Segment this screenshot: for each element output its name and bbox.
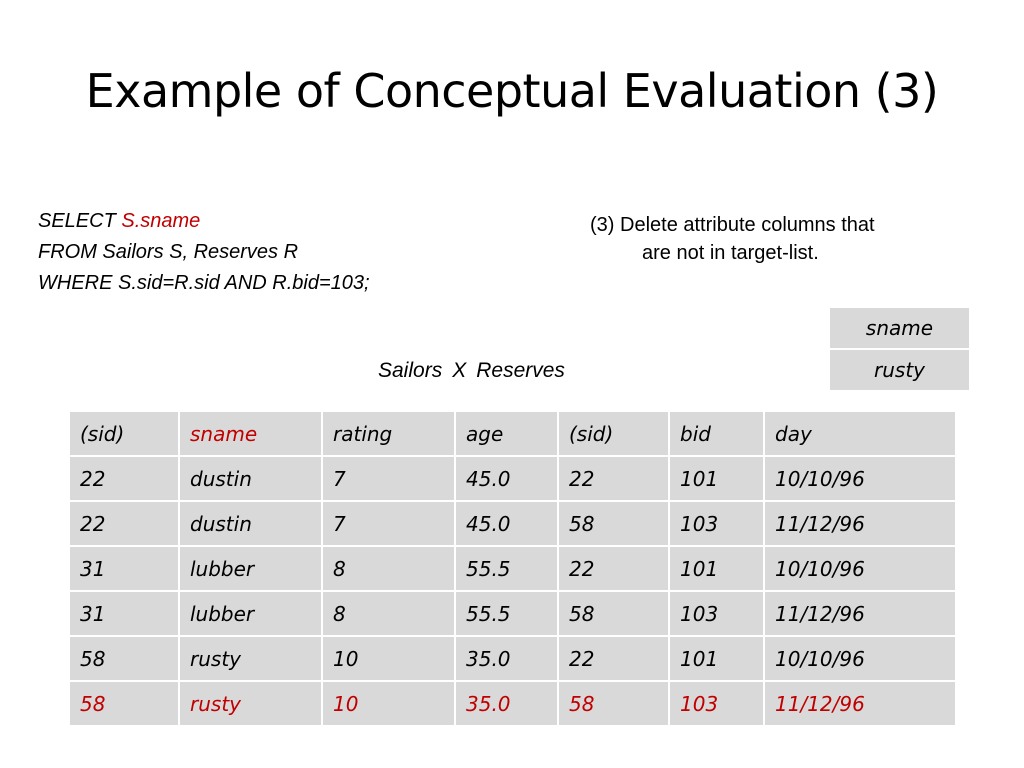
table-cell: lubber <box>178 545 323 592</box>
result-table: sname rusty <box>828 306 971 392</box>
table-cell: 11/12/96 <box>763 500 957 547</box>
sql-select-target: S.sname <box>121 210 201 232</box>
table-cell: dustin <box>178 500 323 547</box>
header-cell: (sid) <box>68 410 180 457</box>
table-cell: 22 <box>557 635 670 682</box>
header-cell: day <box>763 410 957 457</box>
header-cell: bid <box>668 410 765 457</box>
sql-from-line: FROM Sailors S, Reserves R <box>38 241 299 263</box>
table-cell: 58 <box>68 680 180 727</box>
result-value-cell: rusty <box>828 348 971 392</box>
table-cell: 22 <box>557 545 670 592</box>
table-cell: 10/10/96 <box>763 635 957 682</box>
table-cell: 45.0 <box>454 455 559 502</box>
sql-select-keyword: SELECT <box>38 210 122 232</box>
table-cell: dustin <box>178 455 323 502</box>
table-cell: 103 <box>668 680 765 727</box>
cross-product-label: Sailors X Reserves <box>378 359 575 383</box>
table-cell: 7 <box>321 500 456 547</box>
table-cell: 8 <box>321 590 456 637</box>
header-cell: rating <box>321 410 456 457</box>
table-cell: 58 <box>557 590 670 637</box>
table-cell: 58 <box>557 500 670 547</box>
table-cell: 35.0 <box>454 680 559 727</box>
table-cell: lubber <box>178 590 323 637</box>
table-row: 58 rusty 10 35.0 22 101 10/10/96 <box>68 635 957 682</box>
table-cell: 8 <box>321 545 456 592</box>
table-cell: 35.0 <box>454 635 559 682</box>
table-cell: 45.0 <box>454 500 559 547</box>
table-cell: 101 <box>668 635 765 682</box>
table-header-row: (sid) sname rating age (sid) bid day <box>68 410 957 457</box>
table-row: 22 dustin 7 45.0 22 101 10/10/96 <box>68 455 957 502</box>
table-cell: 55.5 <box>454 545 559 592</box>
table-cell: 58 <box>557 680 670 727</box>
table-cell: rusty <box>178 680 323 727</box>
table-cell: 22 <box>68 455 180 502</box>
cross-operator: X <box>452 359 467 382</box>
table-cell: 58 <box>68 635 180 682</box>
header-cell: (sid) <box>557 410 670 457</box>
sql-query: SELECT S.sname FROM Sailors S, Reserves … <box>38 206 370 299</box>
step-note: (3) Delete attribute columns that are no… <box>590 211 980 267</box>
table-cell: 55.5 <box>454 590 559 637</box>
cross-product-table: (sid) sname rating age (sid) bid day 22 … <box>68 410 957 727</box>
step-note-line-2: are not in target-list. <box>642 242 819 264</box>
table-cell: rusty <box>178 635 323 682</box>
slide-title: Example of Conceptual Evaluation (3) <box>85 64 939 118</box>
table-cell: 31 <box>68 545 180 592</box>
table-cell: 103 <box>668 500 765 547</box>
cross-left-relation: Sailors <box>378 359 443 382</box>
result-header-row: sname <box>828 306 971 350</box>
table-cell: 10/10/96 <box>763 455 957 502</box>
table-cell: 22 <box>68 500 180 547</box>
table-row: 31 lubber 8 55.5 22 101 10/10/96 <box>68 545 957 592</box>
table-row-highlighted: 58 rusty 10 35.0 58 103 11/12/96 <box>68 680 957 727</box>
cross-right-relation: Reserves <box>476 359 565 382</box>
table-cell: 10 <box>321 680 456 727</box>
result-header-cell: sname <box>828 306 971 350</box>
table-row: 22 dustin 7 45.0 58 103 11/12/96 <box>68 500 957 547</box>
result-value-row: rusty <box>828 348 971 392</box>
table-cell: 10 <box>321 635 456 682</box>
table-cell: 103 <box>668 590 765 637</box>
table-cell: 11/12/96 <box>763 590 957 637</box>
sql-where-line: WHERE S.sid=R.sid AND R.bid=103; <box>38 272 370 294</box>
table-cell: 101 <box>668 455 765 502</box>
table-cell: 7 <box>321 455 456 502</box>
table-row: 31 lubber 8 55.5 58 103 11/12/96 <box>68 590 957 637</box>
table-cell: 101 <box>668 545 765 592</box>
table-cell: 11/12/96 <box>763 680 957 727</box>
table-cell: 22 <box>557 455 670 502</box>
table-cell: 31 <box>68 590 180 637</box>
step-note-line-1: (3) Delete attribute columns that <box>590 214 875 236</box>
header-cell: age <box>454 410 559 457</box>
header-cell: sname <box>178 410 323 457</box>
table-cell: 10/10/96 <box>763 545 957 592</box>
sql-select-line: SELECT S.sname <box>38 206 370 237</box>
